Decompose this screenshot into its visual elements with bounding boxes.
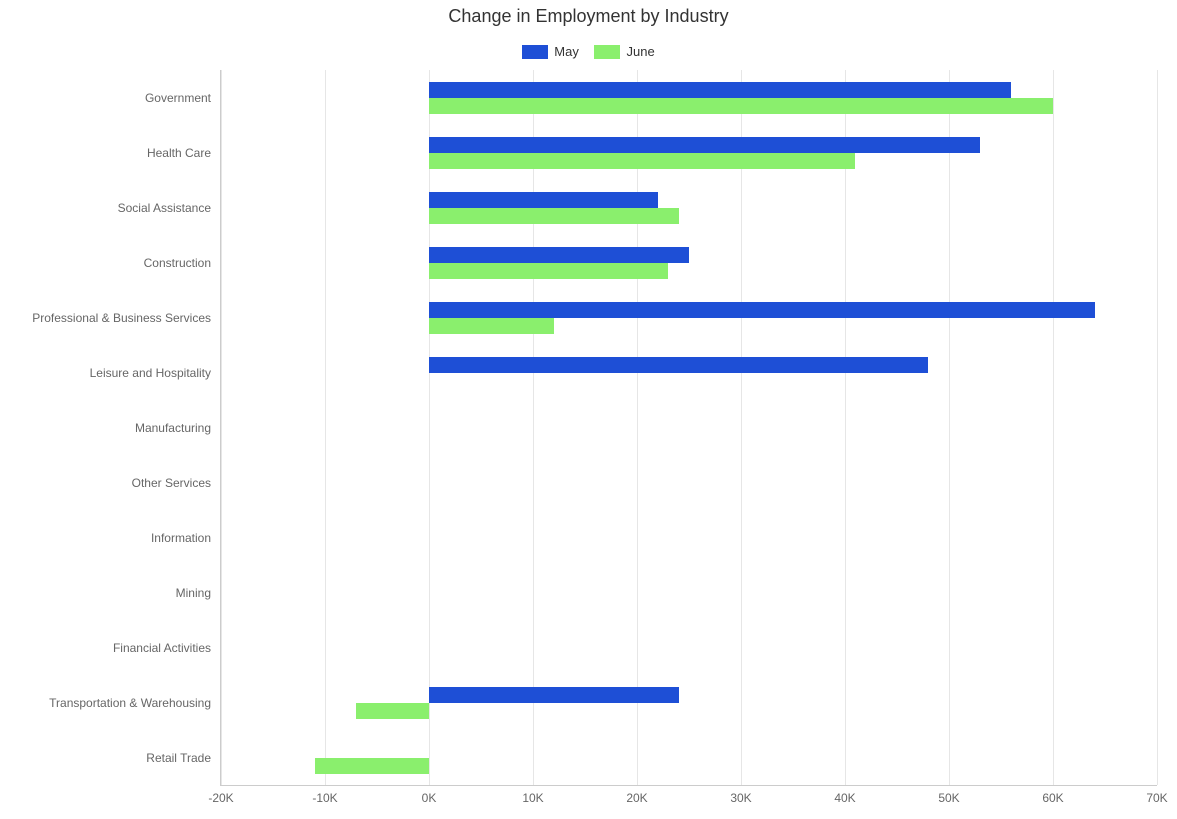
legend-label-june: June — [626, 44, 654, 59]
x-tick-label: 0K — [422, 791, 437, 805]
category-label: Health Care — [147, 146, 221, 160]
category-label: Social Assistance — [118, 201, 221, 215]
x-gridline — [429, 70, 430, 785]
bar-may — [429, 192, 658, 208]
x-tick-label: -10K — [312, 791, 337, 805]
category-label: Other Services — [132, 476, 221, 490]
legend-swatch-june — [594, 45, 620, 59]
x-tick-label: -20K — [208, 791, 233, 805]
x-gridline — [949, 70, 950, 785]
x-tick-label: 50K — [938, 791, 959, 805]
bar-june — [429, 153, 855, 169]
category-label: Financial Activities — [113, 641, 221, 655]
x-gridline — [1157, 70, 1158, 785]
bar-may — [429, 357, 928, 373]
chart-title: Change in Employment by Industry — [0, 6, 1177, 27]
bar-june — [356, 703, 429, 719]
category-label: Professional & Business Services — [32, 311, 221, 325]
category-label: Mining — [176, 586, 221, 600]
x-tick-label: 30K — [730, 791, 751, 805]
x-gridline — [325, 70, 326, 785]
category-label: Construction — [144, 256, 221, 270]
legend: May June — [0, 44, 1177, 62]
x-gridline — [741, 70, 742, 785]
bar-may — [429, 137, 980, 153]
category-label: Leisure and Hospitality — [90, 366, 221, 380]
bar-june — [429, 263, 668, 279]
plot-area: -20K-10K0K10K20K30K40K50K60K70KGovernmen… — [220, 70, 1157, 786]
category-label: Government — [145, 91, 221, 105]
x-tick-label: 70K — [1146, 791, 1167, 805]
x-gridline — [637, 70, 638, 785]
bar-june — [429, 98, 1053, 114]
x-tick-label: 40K — [834, 791, 855, 805]
category-label: Retail Trade — [146, 751, 221, 765]
category-label: Transportation & Warehousing — [49, 696, 221, 710]
x-gridline — [1053, 70, 1054, 785]
x-gridline — [221, 70, 222, 785]
x-tick-label: 20K — [626, 791, 647, 805]
bar-june — [429, 208, 679, 224]
category-label: Information — [151, 531, 221, 545]
bar-june — [429, 318, 554, 334]
x-tick-label: 60K — [1042, 791, 1063, 805]
category-label: Manufacturing — [135, 421, 221, 435]
bar-may — [429, 247, 689, 263]
legend-label-may: May — [554, 44, 579, 59]
bar-may — [429, 687, 679, 703]
legend-swatch-may — [522, 45, 548, 59]
bar-may — [429, 82, 1011, 98]
x-gridline — [845, 70, 846, 785]
legend-item-may: May — [522, 44, 579, 59]
legend-item-june: June — [594, 44, 654, 59]
bar-june — [315, 758, 429, 774]
x-tick-label: 10K — [522, 791, 543, 805]
chart-container: Change in Employment by Industry May Jun… — [0, 0, 1177, 819]
x-gridline — [533, 70, 534, 785]
bar-may — [429, 302, 1095, 318]
